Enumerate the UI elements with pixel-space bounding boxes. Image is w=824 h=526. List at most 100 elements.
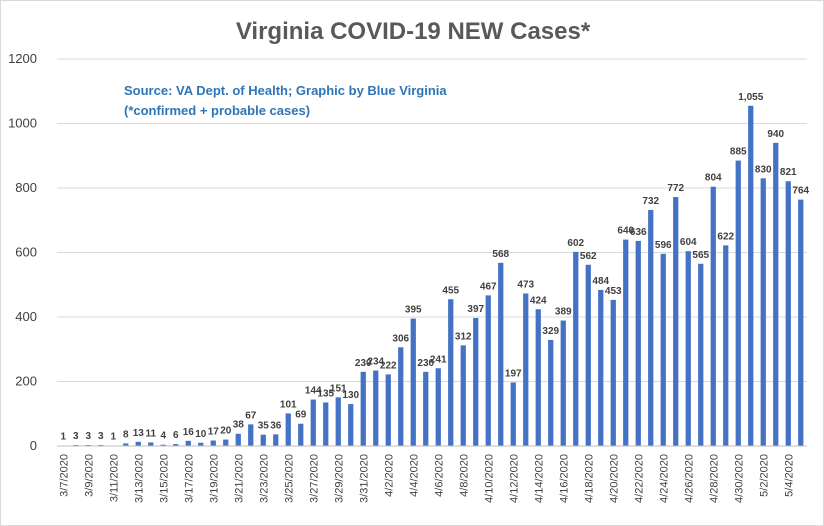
x-tick-label: 4/12/2020 [508,454,520,503]
data-label: 11 [145,428,156,439]
bar-4/1/2020 [373,370,379,446]
data-label: 13 [133,428,145,439]
data-label: 885 [730,147,747,158]
data-label: 130 [342,390,359,401]
bar-4/29/2020 [723,245,729,446]
x-axis-ticks: 3/7/2020 3/9/2020 3/11/2020 3/13/2020 3/15/2… [58,454,795,503]
bar-4/12/2020 [510,382,516,446]
bar-4/7/2020 [448,299,454,446]
x-tick-label: 4/20/2020 [608,454,620,503]
x-tick-label: 4/18/2020 [583,454,595,503]
bar-3/20/2020 [223,439,229,446]
chart-title: Virginia COVID-19 NEW Cases* [236,18,591,45]
x-tick-label: 3/11/2020 [108,454,120,502]
y-tick-label: 200 [15,374,37,389]
x-tick-label: 5/4/2020 [783,454,795,497]
x-tick-label: 4/26/2020 [683,454,695,503]
data-label: 395 [405,305,422,316]
data-label: 565 [692,250,709,261]
bar-4/5/2020 [423,371,429,446]
bar-5/1/2020 [748,105,754,446]
bar-3/15/2020 [160,444,166,446]
x-tick-label: 3/7/2020 [58,454,70,497]
x-tick-label: 3/13/2020 [133,454,145,503]
data-label: 8 [123,429,129,440]
data-label: 562 [580,251,597,262]
bar-3/12/2020 [123,443,129,446]
bar-4/4/2020 [410,318,416,446]
data-label: 453 [605,286,622,297]
data-label: 1 [110,432,116,443]
bar-4/11/2020 [498,262,504,446]
data-label: 241 [430,354,447,365]
x-tick-label: 4/16/2020 [558,454,570,503]
bar-4/26/2020 [685,251,691,446]
bar-4/30/2020 [735,160,741,446]
bar-3/16/2020 [173,444,179,446]
data-label: 234 [367,357,384,368]
x-tick-label: 5/2/2020 [758,454,770,497]
data-label: 804 [705,173,722,184]
data-label: 622 [717,231,734,242]
data-label: 1,055 [738,92,763,103]
bar-5/3/2020 [773,142,779,446]
data-label: 473 [517,279,534,290]
data-label: 69 [295,410,307,421]
y-tick-label: 800 [15,180,37,195]
data-label: 306 [392,333,409,344]
x-tick-label: 3/27/2020 [308,454,320,503]
data-label: 329 [542,326,559,337]
bar-3/31/2020 [360,371,366,446]
bar-3/29/2020 [335,397,341,446]
data-label: 1 [60,432,66,443]
data-label: 602 [567,238,584,249]
x-tick-label: 3/25/2020 [283,454,295,503]
data-label: 38 [233,420,245,431]
bar-4/17/2020 [573,251,579,446]
x-tick-label: 3/29/2020 [333,454,345,503]
x-tick-label: 3/9/2020 [83,454,95,497]
bar-4/24/2020 [660,253,666,446]
y-tick-label: 0 [30,438,37,453]
bar-3/28/2020 [323,402,329,446]
bar-4/3/2020 [398,347,404,446]
data-label: 135 [317,388,334,399]
bar-4/6/2020 [435,368,441,446]
y-tick-label: 400 [15,309,37,324]
bar-3/21/2020 [235,433,241,446]
data-label: 197 [505,368,522,379]
bar-3/30/2020 [348,404,354,446]
data-label: 940 [767,129,784,140]
x-tick-label: 4/22/2020 [633,454,645,503]
data-label: 568 [492,249,509,260]
bar-3/13/2020 [135,441,141,446]
data-label: 772 [667,183,684,194]
data-label: 151 [330,383,347,394]
data-label: 424 [530,295,547,306]
data-label: 17 [208,427,220,438]
y-tick-label: 1000 [8,116,37,131]
x-tick-label: 3/15/2020 [158,454,170,503]
data-label: 10 [195,429,207,440]
bar-4/9/2020 [473,317,479,446]
data-label: 6 [173,430,179,441]
data-label: 312 [455,331,472,342]
data-label: 640 [617,226,634,237]
bar-4/8/2020 [460,345,466,446]
data-label: 636 [630,227,647,238]
bar-4/18/2020 [585,264,591,446]
x-tick-label: 4/30/2020 [733,454,745,503]
bar-4/20/2020 [610,299,616,446]
gridlines [57,58,807,382]
bar-3/27/2020 [310,399,316,446]
bar-4/23/2020 [648,209,654,446]
x-tick-label: 4/24/2020 [658,454,670,503]
data-label: 35 [258,421,270,432]
bar-4/13/2020 [523,293,529,446]
bar-3/19/2020 [210,440,216,446]
data-label: 830 [755,164,772,175]
data-label: 3 [98,431,104,442]
